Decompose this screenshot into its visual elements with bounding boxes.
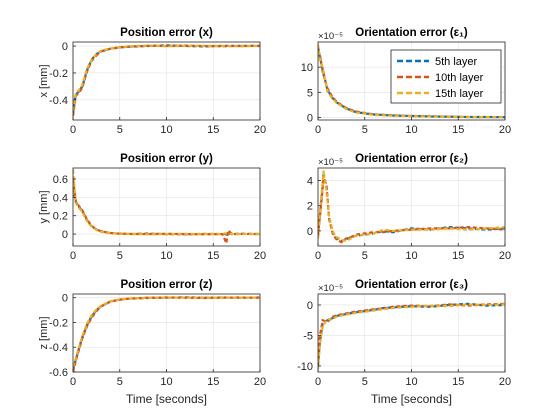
x-tick-label: 5 — [117, 376, 123, 388]
series-line-10th-layer — [73, 44, 260, 117]
panel-title: Orientation error (ε₃) — [355, 279, 468, 291]
x-tick-label: 10 — [160, 250, 172, 262]
legend-label-10th-layer: 10th layer — [435, 72, 484, 84]
y-tick-label: -0.4 — [49, 342, 68, 354]
x-tick-label: 0 — [70, 124, 76, 136]
x-tick-label: 10 — [160, 376, 172, 388]
x-tick-label: 20 — [499, 376, 511, 388]
x-tick-label: 15 — [452, 376, 464, 388]
chart-panel-4: 0 5 10 15 20 0 2 4 ×10⁻⁵ Orientation error (ε₂) — [307, 153, 511, 262]
y-exponent-label: ×10⁻⁵ — [318, 31, 343, 42]
x-tick-label: 0 — [315, 250, 321, 262]
series-line-10th-layer — [73, 178, 260, 246]
series-line-15th-layer — [73, 296, 260, 368]
y-tick-label: 0 — [62, 41, 68, 53]
panel-title: Orientation error (ε₁) — [355, 27, 468, 39]
x-tick-label: 15 — [452, 124, 464, 136]
y-tick-label: 5 — [307, 87, 313, 99]
x-axis-label: Time [seconds] — [126, 392, 207, 406]
y-tick-label: -0.2 — [49, 317, 68, 329]
panel-title: Position error (y) — [120, 153, 213, 165]
series-line-10th-layer — [318, 302, 505, 360]
x-tick-label: 10 — [405, 124, 417, 136]
x-tick-label: 20 — [499, 124, 511, 136]
x-tick-label: 20 — [254, 124, 266, 136]
y-exponent-label: ×10⁻⁵ — [318, 283, 343, 294]
y-axis-label: y [mm] — [38, 191, 50, 224]
y-tick-label: -0.4 — [49, 95, 68, 107]
x-axis-label: Time [seconds] — [371, 392, 452, 406]
y-tick-label: 0.4 — [53, 192, 68, 204]
x-tick-label: 0 — [70, 376, 76, 388]
x-tick-label: 5 — [362, 250, 368, 262]
panel-title: Orientation error (ε₂) — [355, 153, 468, 165]
panel-title: Position error (z) — [120, 279, 212, 291]
x-tick-label: 5 — [117, 250, 123, 262]
series-line-5th-layer — [318, 302, 505, 366]
x-tick-label: 10 — [160, 124, 172, 136]
y-tick-label: -5 — [303, 330, 313, 342]
legend-label-15th-layer: 15th layer — [435, 88, 484, 100]
y-tick-label: -0.6 — [49, 367, 68, 379]
x-tick-label: 20 — [499, 250, 511, 262]
series-line-15th-layer — [73, 44, 260, 111]
chart-panel-2: 0 5 10 15 20 0 5 10 ×10⁻⁵ Orientation error (ε₁) 5… — [301, 27, 511, 136]
series-line-15th-layer — [318, 303, 505, 370]
x-tick-label: 15 — [452, 250, 464, 262]
chart-panel-3: 0 5 10 15 20 0 0.2 0.4 0.6 Position error (y) y [m… — [38, 153, 266, 262]
y-tick-label: 0 — [307, 112, 313, 124]
y-tick-label: 0 — [307, 226, 313, 238]
y-tick-label: 0 — [62, 293, 68, 305]
series-line-15th-layer — [318, 170, 505, 243]
series-line-15th-layer — [73, 169, 260, 236]
y-tick-label: -10 — [297, 361, 313, 373]
y-tick-label: 4 — [307, 176, 313, 188]
x-tick-label: 5 — [362, 376, 368, 388]
x-tick-label: 15 — [207, 250, 219, 262]
chart-panel-1: 0 5 10 15 20 -0.4 -0.2 0 Position error (x) x [mm… — [38, 27, 266, 136]
y-axis-label: x [mm] — [38, 65, 50, 98]
x-tick-label: 0 — [315, 124, 321, 136]
y-tick-label: 10 — [301, 62, 313, 74]
y-tick-label: 2 — [307, 201, 313, 213]
x-tick-label: 5 — [117, 124, 123, 136]
x-tick-label: 5 — [362, 124, 368, 136]
y-axis-label: z [mm] — [38, 317, 50, 350]
x-tick-label: 15 — [207, 124, 219, 136]
x-tick-label: 0 — [315, 376, 321, 388]
chart-panel-5: 0 5 10 15 20 -0.6 -0.4 -0.2 0 Position error (z) z… — [38, 279, 266, 406]
x-tick-label: 15 — [207, 376, 219, 388]
legend: 5th layer 10th layer 15th layer — [390, 49, 502, 104]
series-line-10th-layer — [318, 173, 505, 244]
y-tick-label: 0 — [307, 300, 313, 312]
x-tick-label: 20 — [254, 376, 266, 388]
x-tick-label: 10 — [405, 250, 417, 262]
x-tick-label: 10 — [405, 376, 417, 388]
y-tick-label: 0.2 — [53, 211, 68, 223]
y-tick-label: 0.6 — [53, 174, 68, 186]
x-tick-label: 0 — [70, 250, 76, 262]
legend-label-5th-layer: 5th layer — [435, 56, 478, 68]
chart-panel-6: 0 5 10 15 20 -10 -5 0 ×10⁻⁵ Orientation error (ε₃… — [297, 279, 511, 406]
y-tick-label: -0.2 — [49, 68, 68, 80]
y-exponent-label: ×10⁻⁵ — [318, 157, 343, 168]
panel-title: Position error (x) — [120, 27, 213, 39]
x-tick-label: 20 — [254, 250, 266, 262]
series-line-15th-layer — [318, 44, 505, 119]
y-tick-label: 0 — [62, 229, 68, 241]
